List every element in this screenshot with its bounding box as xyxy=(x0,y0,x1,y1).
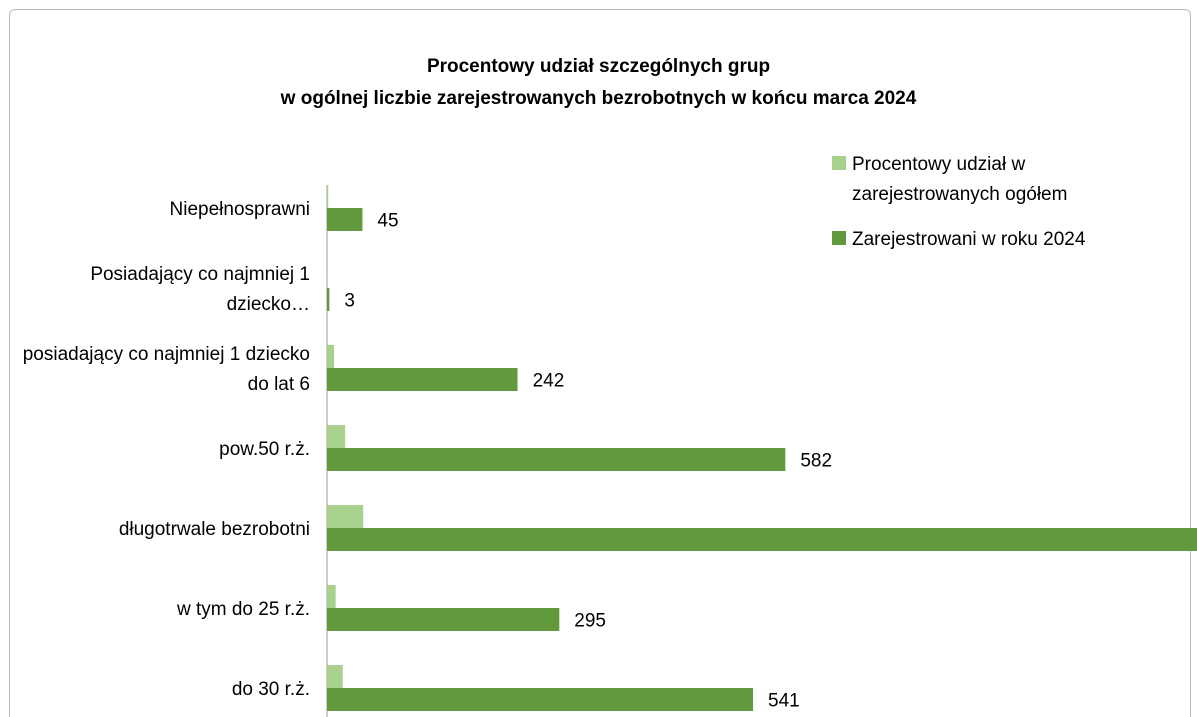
chart-title: Procentowy udział szczególnych grup xyxy=(426,56,771,77)
bar xyxy=(327,185,329,208)
legend-label: Zarejestrowani w roku 2024 xyxy=(852,229,1086,250)
bar xyxy=(327,608,560,631)
bar xyxy=(327,208,363,231)
legend-swatch xyxy=(832,231,846,245)
chart-title: w ogólnej liczbie zarejestrowanych bezro… xyxy=(280,88,917,109)
bar xyxy=(327,448,786,471)
legend-label: Procentowy udział w zarejestrowanych ogó… xyxy=(852,154,1068,205)
bar xyxy=(327,288,330,311)
bar xyxy=(327,345,335,368)
bar xyxy=(327,505,364,528)
bar xyxy=(327,528,1197,551)
bar xyxy=(327,665,343,688)
value-label: 45 xyxy=(377,211,398,232)
category-label: posiadający co najmniej 1 dziecko do lat… xyxy=(22,344,310,395)
bar xyxy=(327,368,518,391)
bar xyxy=(327,688,754,711)
value-label: 295 xyxy=(574,611,606,632)
legend-swatch xyxy=(832,156,846,170)
value-label: 541 xyxy=(768,691,800,712)
category-label: długotrwale bezrobotni xyxy=(118,519,310,540)
bar xyxy=(327,585,336,608)
category-label: Posiadający co najmniej 1 dziecko… xyxy=(90,264,310,315)
chart-frame xyxy=(9,9,1191,717)
category-label: Niepełnosprawni xyxy=(169,199,310,220)
value-label: 242 xyxy=(533,371,565,392)
category-label: do 30 r.ż. xyxy=(231,679,310,700)
category-label: w tym do 25 r.ż. xyxy=(176,599,310,620)
value-label: 582 xyxy=(800,451,832,472)
category-label: pow.50 r.ż. xyxy=(219,439,310,460)
bar xyxy=(327,425,346,448)
value-label: 3 xyxy=(344,291,355,312)
